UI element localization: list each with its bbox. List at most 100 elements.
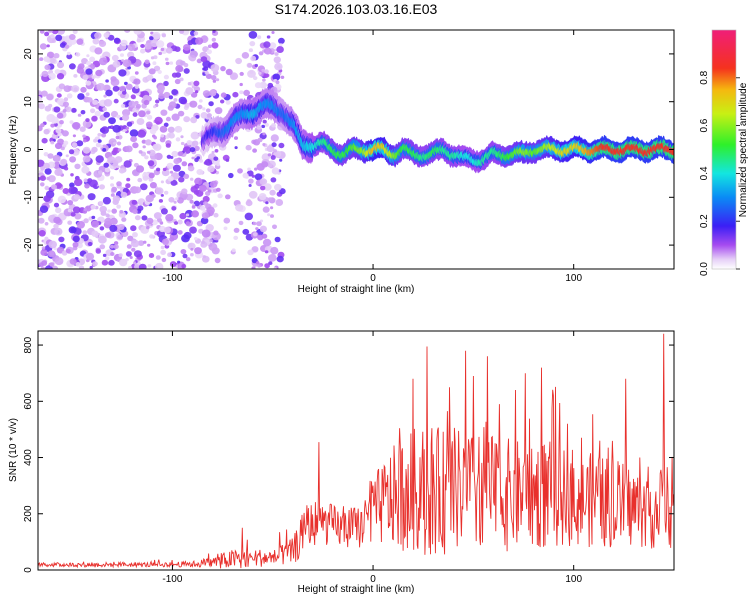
noise-blob (124, 30, 131, 33)
noise-blob (197, 104, 203, 110)
noise-blob (72, 134, 76, 138)
colorbar: 0.0 0.2 0.4 0.6 0.8 Normalized spectral ampl… (699, 29, 749, 276)
noise-blob (235, 204, 244, 212)
noise-blob (165, 213, 174, 222)
noise-blob (199, 184, 207, 192)
noise-blob (149, 182, 157, 189)
noise-blob (183, 173, 190, 179)
noise-blob (49, 262, 55, 267)
noise-blob (53, 106, 61, 113)
noise-blob (206, 49, 212, 55)
noise-blob (194, 237, 198, 241)
x-tick-label: -100 (162, 574, 182, 585)
noise-blob (271, 123, 276, 128)
noise-blob (95, 248, 102, 254)
noise-blob (84, 183, 90, 189)
noise-blob (248, 184, 252, 187)
noise-blob (103, 94, 107, 98)
noise-blob (59, 42, 66, 48)
noise-blob (163, 226, 171, 234)
noise-blob (270, 246, 279, 255)
noise-blob (189, 50, 198, 58)
noise-blob (130, 239, 140, 248)
noise-blob (190, 177, 194, 181)
noise-blob (86, 60, 92, 66)
noise-blob (181, 234, 190, 243)
colorbar-tick-label: 0.0 (699, 262, 710, 276)
noise-blob (83, 178, 88, 183)
noise-blob (96, 83, 105, 91)
noise-blob (217, 193, 223, 199)
noise-blob (110, 110, 119, 118)
noise-blob (233, 227, 240, 233)
noise-blob (69, 120, 74, 124)
noise-blob (185, 257, 191, 262)
noise-blob (40, 166, 45, 171)
noise-blob (76, 140, 84, 147)
noise-blob (81, 166, 90, 174)
noise-blob (91, 220, 100, 228)
noise-blob (120, 53, 124, 57)
noise-blob (82, 120, 92, 128)
noise-blob (165, 143, 171, 148)
noise-blob (163, 122, 169, 128)
noise-blob (90, 108, 96, 114)
noise-blob (146, 225, 150, 230)
noise-blob (64, 44, 70, 49)
noise-blob (110, 176, 114, 180)
noise-blob (83, 218, 89, 224)
noise-blob (263, 47, 272, 55)
noise-blob (235, 57, 243, 65)
noise-blob (263, 73, 269, 78)
noise-blob (68, 149, 75, 155)
noise-blob (149, 234, 154, 239)
noise-blob (80, 86, 87, 93)
noise-blob (130, 225, 137, 232)
noise-blob (179, 30, 185, 34)
noise-blob (101, 133, 107, 138)
noise-blob (187, 165, 195, 172)
noise-blob (213, 230, 219, 236)
y-tick-label: 200 (23, 505, 34, 522)
noise-blob (104, 167, 111, 173)
noise-blob (132, 112, 138, 117)
noise-blob (78, 265, 85, 269)
noise-blob (175, 65, 184, 73)
noise-blob (71, 107, 77, 113)
noise-blob (83, 207, 87, 212)
noise-blob (212, 203, 218, 208)
noise-blob (257, 35, 262, 40)
noise-blob (125, 183, 131, 189)
noise-blob (264, 69, 269, 74)
noise-blob (211, 42, 219, 49)
noise-blob (103, 99, 113, 107)
noise-blob (183, 63, 189, 68)
noise-blob (72, 242, 79, 248)
noise-blob (239, 82, 243, 87)
noise-blob (160, 208, 168, 215)
noise-blob (51, 184, 57, 190)
noise-blob (200, 56, 208, 63)
bottom-y-ticks: 0 200 400 600 800 (23, 336, 674, 573)
noise-blob (262, 238, 272, 247)
noise-blob (254, 173, 263, 181)
noise-blob (135, 165, 145, 173)
noise-blob (169, 261, 177, 268)
noise-blob (266, 145, 275, 153)
noise-blob (149, 36, 154, 41)
noise-blob (189, 147, 196, 153)
noise-blob (180, 249, 187, 255)
noise-blob (66, 51, 71, 56)
noise-blob (146, 110, 151, 115)
noise-blob (136, 38, 141, 43)
noise-blob (116, 165, 121, 169)
noise-blob (199, 205, 206, 211)
noise-blob (239, 90, 244, 95)
noise-blob (242, 228, 250, 235)
noise-blob (194, 145, 200, 151)
noise-blob (212, 30, 216, 33)
noise-blob (53, 53, 60, 59)
bottom-plot-background (38, 331, 674, 570)
noise-blob (207, 44, 212, 49)
noise-blob (82, 146, 91, 154)
